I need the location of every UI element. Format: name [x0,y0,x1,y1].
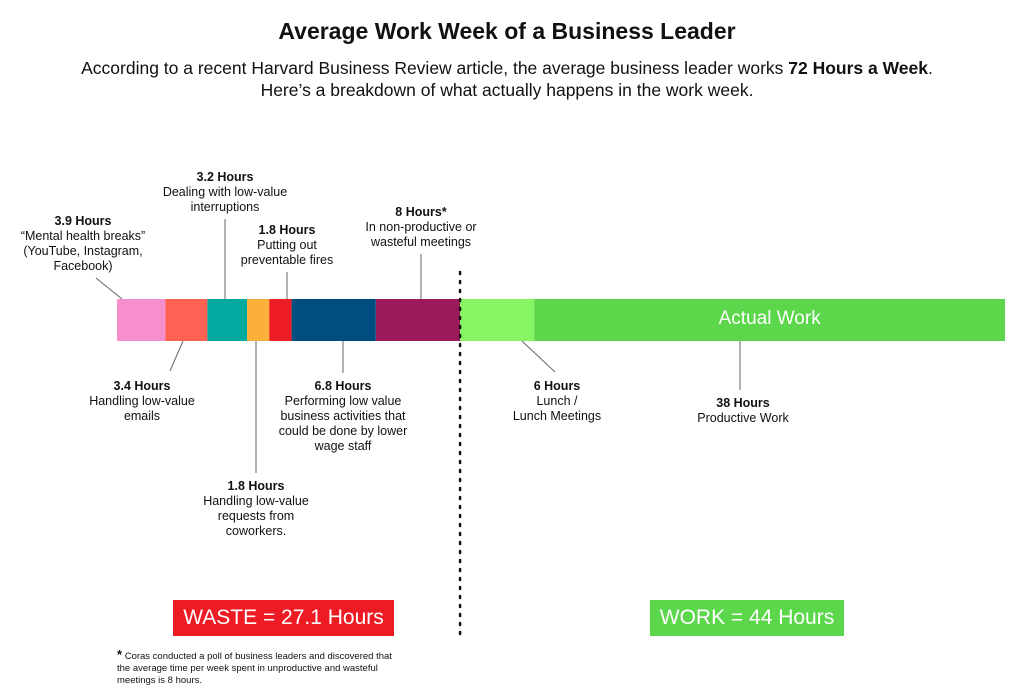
chart-subtitle: According to a recent Harvard Business R… [0,57,1014,101]
bar-segment-0 [117,299,166,341]
segment-label-5: 6.8 Hours Performing low value business ac… [248,379,438,454]
segment-hours-0: 3.9 Hours [54,214,112,228]
segment-hours-8: 38 Hours [716,396,770,410]
segment-desc-4-0: Putting out [257,238,317,252]
segment-desc-3-2: coworkers. [225,524,287,538]
subtitle-highlight: 72 Hours a Week [788,58,929,78]
footnote-asterisk: * [117,647,123,662]
subtitle-text: According to a recent Harvard Business R… [81,58,789,78]
segment-desc-0-2: Facebook) [53,259,113,273]
bar-segment-1 [165,299,208,341]
segment-hours-7: 6 Hours [533,379,581,393]
segment-label-7: 6 Hours Lunch / Lunch Meetings [462,379,652,424]
segment-desc-1-0: Handling low-value [89,394,195,408]
segment-desc-6-1: wasteful meetings [370,235,472,249]
segment-hours-2: 3.2 Hours [196,170,254,184]
subtitle-line2: Here’s a breakdown of what actually happ… [260,80,754,100]
bar-segment-5 [291,299,376,341]
segment-desc-2-1: interruptions [190,200,260,214]
segment-desc-5-0: Performing low value [284,394,402,408]
chart-title: Average Work Week of a Business Leader [278,18,736,44]
segment-desc-1-1: emails [123,409,161,423]
segment-label-3: 1.8 Hours Handling low-value requests from… [161,479,351,539]
leader-line-0 [95,277,123,300]
bar-segment-2 [207,299,248,341]
segment-hours-4: 1.8 Hours [258,223,316,237]
segment-desc-5-2: could be done by lower [278,424,408,438]
segment-desc-5-1: business activities that [280,409,406,423]
segment-desc-2-0: Dealing with low-value [162,185,288,199]
segment-desc-7-0: Lunch / [536,394,578,408]
work-total-badge: WORK = 44 Hours [650,600,844,636]
segment-desc-5-3: wage staff [314,439,372,453]
segment-hours-1: 3.4 Hours [113,379,171,393]
bar-segment-8 [534,299,1005,341]
leader-line-1 [169,340,184,372]
waste-total-badge: WASTE = 27.1 Hours [173,600,394,636]
segment-desc-4-1: preventable fires [240,253,334,267]
segment-hours-3: 1.8 Hours [227,479,285,493]
segment-label-6: 8 Hours* In non-productive or wasteful mee… [326,205,516,250]
segment-desc-0-0: “Mental health breaks” [20,229,146,243]
bar-segment-4 [269,299,292,341]
footnote: * Coras conducted a poll of business lea… [117,647,457,687]
segment-label-0: 3.9 Hours “Mental health breaks” (YouTube,… [0,214,178,274]
segment-desc-8-0: Productive Work [697,411,789,425]
footnote-line2: the average time per week spent in unpro… [117,663,378,674]
leader-line-7 [521,340,556,373]
segment-desc-3-0: Handling low-value [203,494,309,508]
footnote-line3: meetings is 8 hours. [117,675,203,686]
segment-desc-7-1: Lunch Meetings [512,409,602,423]
segment-label-4: 1.8 Hours Putting out preventable fires [192,223,382,268]
actual-work-label: Actual Work [718,308,821,329]
footnote-line1: Coras conducted a poll of business leade… [122,651,392,662]
segment-desc-3-1: requests from [217,509,295,523]
segment-desc-6-0: In non-productive or [365,220,477,234]
bar-segment-7 [460,299,535,341]
segment-desc-0-1: (YouTube, Instagram, [23,244,143,258]
subtitle-period: . [928,58,933,78]
segment-label-1: 3.4 Hours Handling low-value emails [47,379,237,424]
segment-hours-5: 6.8 Hours [314,379,372,393]
bar-segment-3 [247,299,270,341]
segment-label-2: 3.2 Hours Dealing with low-value interrupt… [130,170,320,215]
bar-segment-6 [375,299,461,341]
segment-label-8: 38 Hours Productive Work [648,396,838,426]
segment-hours-6: 8 Hours* [395,205,447,219]
